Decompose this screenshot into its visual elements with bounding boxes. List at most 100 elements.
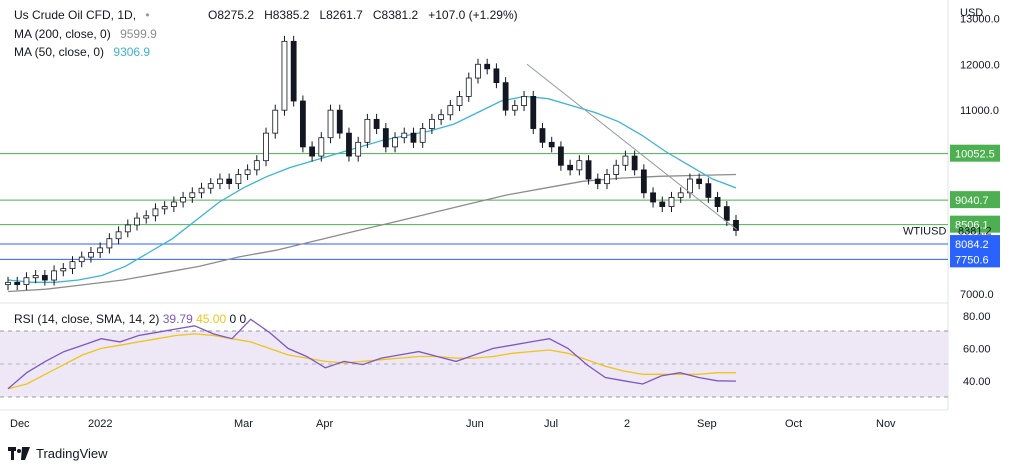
price-level-label-bg	[950, 235, 1000, 253]
tradingview-logo-icon	[8, 446, 30, 461]
candle-body	[733, 219, 739, 231]
candle-body	[60, 268, 67, 272]
rsi-label: RSI (14, close, SMA, 14, 2)	[14, 312, 160, 326]
candle-body	[263, 132, 269, 162]
candle-body	[69, 261, 76, 269]
candle-body	[714, 197, 721, 207]
candle-body	[134, 217, 140, 226]
candle-body	[170, 201, 177, 207]
candle-body	[124, 224, 131, 233]
ma50-line	[7, 95, 737, 283]
candle-body	[401, 132, 408, 139]
candle-body	[281, 40, 288, 111]
candle-body	[88, 252, 94, 258]
rsi-sma-value: 45.00	[196, 312, 227, 326]
rsi-value: 39.79	[162, 312, 193, 326]
candle-body	[235, 174, 242, 185]
price-level-label-bg	[950, 250, 1000, 268]
candle-body	[539, 128, 546, 143]
candle-body	[23, 277, 30, 286]
candle-body	[97, 247, 104, 253]
ma200-value: 9599.9	[120, 27, 157, 41]
candle-body	[51, 270, 57, 281]
candle-body	[465, 77, 472, 97]
rsi-legend[interactable]: RSI (14, close, SMA, 14, 2) 39.79 45.00 …	[14, 312, 246, 326]
candle-body	[198, 187, 205, 194]
symbol-legend: Us Crude Oil CFD, 1D, •	[14, 8, 156, 22]
open-value: O8275.2	[208, 8, 255, 22]
change-value: +107.0 (+1.29%)	[428, 8, 518, 22]
rsi-extra2-value: 0	[239, 312, 247, 326]
price-level-label-bg	[950, 215, 1000, 233]
candle-body	[5, 281, 11, 286]
price-level-label: 8084.2	[955, 239, 989, 251]
candle-body	[189, 192, 196, 198]
candle-body	[41, 275, 48, 281]
candle-body	[419, 128, 426, 143]
ma50-legend[interactable]: MA (50, close, 0) 9306.9	[14, 45, 156, 59]
price-tick-label: 12000.0	[960, 59, 1000, 71]
x-tick-label: Nov	[876, 418, 896, 430]
candle-body	[548, 141, 555, 148]
symbol-name[interactable]: Us Crude Oil CFD, 1D,	[14, 8, 137, 22]
x-tick-label: Apr	[316, 418, 333, 430]
ma200-legend[interactable]: MA (200, close, 0) 9599.9	[14, 27, 163, 41]
candle-body	[502, 82, 509, 111]
candle-body	[152, 208, 159, 217]
x-tick-label: Jun	[466, 418, 484, 430]
candle-body	[115, 231, 122, 240]
candle-body	[723, 206, 730, 221]
price-tick-label: 7000.0	[960, 289, 994, 301]
x-tick-label: 2022	[88, 418, 112, 430]
candle-body	[346, 132, 352, 157]
candle-body	[613, 164, 620, 175]
candle-body	[567, 164, 574, 171]
price-tick-label: 13000.0	[960, 13, 1000, 25]
candle-body	[355, 141, 362, 157]
brand-name: TradingView	[36, 446, 108, 461]
ma50-label: MA (50, close, 0)	[14, 45, 105, 59]
candle-body	[382, 128, 389, 148]
candle-body	[14, 281, 21, 286]
price-level-label-bg	[950, 144, 1000, 162]
candle-body	[244, 169, 251, 175]
rsi-tick-label: 40.00	[963, 376, 991, 388]
candle-body	[32, 275, 39, 279]
brand-footer[interactable]: TradingView	[8, 446, 108, 461]
candle-body	[78, 256, 85, 263]
x-tick-label: Dec	[10, 418, 30, 430]
candle-body	[705, 183, 712, 198]
candle-body	[447, 105, 454, 116]
candle-body	[677, 192, 684, 198]
candle-body	[143, 215, 150, 219]
currency-label: USD	[960, 7, 983, 19]
rsi-tick-label: 60.00	[963, 343, 991, 355]
candle-body	[161, 206, 168, 210]
candle-body	[521, 96, 527, 106]
rsi-tick-label: 80.00	[963, 311, 991, 323]
ticker-label: WTIUSD	[903, 225, 946, 237]
candle-body	[668, 197, 675, 207]
price-level-label: 8506.1	[955, 220, 989, 232]
rsi-line	[7, 318, 737, 390]
price-tick-label: 11000.0	[960, 105, 999, 117]
candle-body	[309, 146, 316, 157]
candle-body	[290, 40, 297, 102]
candle-body	[475, 63, 481, 79]
candle-body	[631, 155, 638, 171]
candle-body	[659, 201, 666, 207]
price-level-label: 7750.6	[955, 254, 989, 266]
ma50-value: 9306.9	[113, 45, 151, 59]
price-level-label-bg	[950, 191, 1000, 209]
rsi-extra-value: 0	[229, 312, 237, 326]
candle-body	[640, 169, 647, 194]
x-tick-label: Mar	[234, 418, 253, 430]
candle-body	[696, 178, 703, 185]
candle-body	[484, 63, 491, 70]
ma200-label: MA (200, close, 0)	[14, 27, 111, 41]
candle-body	[428, 118, 435, 129]
last-price-label: 8381.2	[958, 225, 992, 237]
candle-body	[604, 174, 610, 185]
candle-body	[318, 137, 325, 157]
